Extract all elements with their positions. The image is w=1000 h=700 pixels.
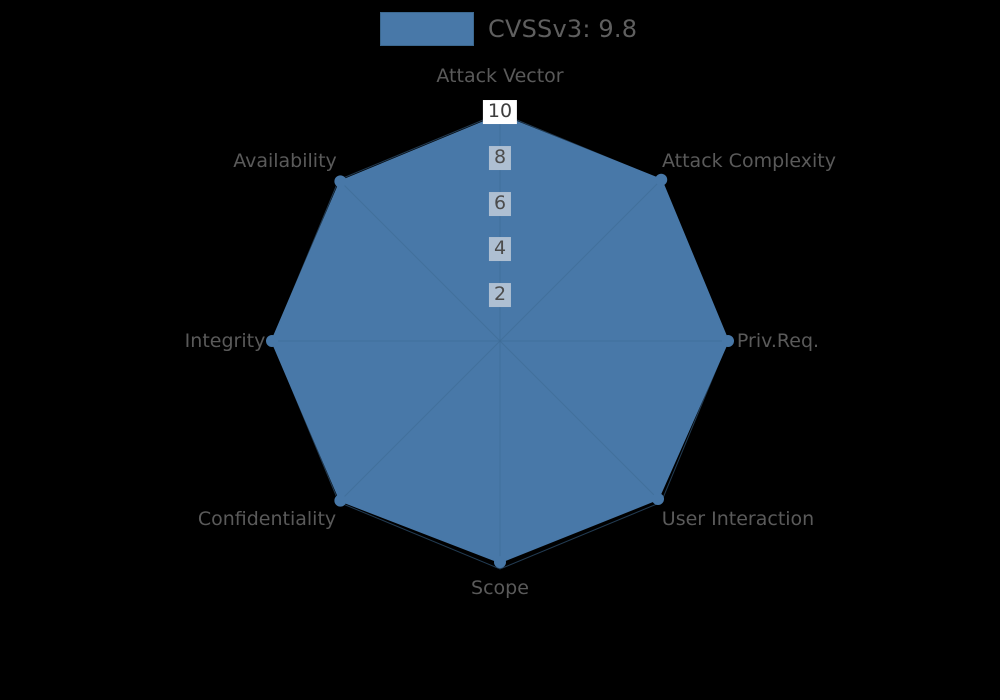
axis-label-attack-complexity: Attack Complexity: [661, 150, 837, 172]
radial-tick-label-4: 4: [488, 237, 512, 261]
radial-tick-label-6: 6: [488, 192, 512, 216]
radial-tick-label-8: 8: [488, 146, 512, 170]
axis-label-attack-vector: Attack Vector: [436, 65, 564, 87]
axis-label-priv-req: Priv.Req.: [736, 330, 820, 352]
legend-color-swatch: [380, 12, 474, 46]
axis-label-user-interaction: User Interaction: [661, 508, 815, 530]
legend-label: CVSSv3: 9.8: [488, 15, 638, 43]
axis-label-integrity: Integrity: [184, 330, 266, 352]
radial-tick-label-2: 2: [488, 283, 512, 307]
chart-legend: CVSSv3: 9.8: [380, 12, 637, 46]
axis-label-availability: Availability: [233, 150, 337, 172]
radial-tick-label-10: 10: [482, 100, 518, 124]
axis-label-confidentiality: Confidentiality: [197, 508, 337, 530]
axis-label-scope: Scope: [471, 577, 529, 599]
